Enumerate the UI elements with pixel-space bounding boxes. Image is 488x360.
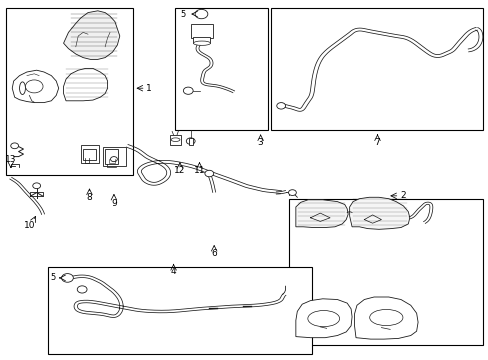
Bar xyxy=(190,24,212,38)
Circle shape xyxy=(204,170,213,177)
Circle shape xyxy=(11,143,19,149)
Text: 2: 2 xyxy=(399,192,405,200)
Text: 1: 1 xyxy=(146,84,152,93)
Bar xyxy=(289,199,482,345)
Bar xyxy=(48,267,311,354)
Polygon shape xyxy=(349,197,409,229)
Text: 11: 11 xyxy=(193,166,205,175)
Text: 8: 8 xyxy=(86,193,92,202)
Circle shape xyxy=(288,190,296,195)
Text: 7: 7 xyxy=(374,138,380,147)
Bar xyxy=(81,145,99,163)
Circle shape xyxy=(61,274,73,282)
Polygon shape xyxy=(354,297,417,339)
Bar xyxy=(83,149,96,160)
Polygon shape xyxy=(295,200,347,228)
Ellipse shape xyxy=(171,138,180,141)
Bar xyxy=(271,8,482,130)
Text: 4: 4 xyxy=(170,267,176,276)
Text: 13: 13 xyxy=(5,155,17,164)
Circle shape xyxy=(183,87,193,94)
Bar xyxy=(170,135,181,145)
Circle shape xyxy=(195,9,207,19)
Circle shape xyxy=(77,286,87,293)
Bar xyxy=(6,8,133,175)
Polygon shape xyxy=(295,299,351,338)
Ellipse shape xyxy=(193,41,210,45)
Polygon shape xyxy=(63,11,120,59)
Circle shape xyxy=(33,183,41,189)
Text: 3: 3 xyxy=(257,139,263,148)
Circle shape xyxy=(186,138,195,144)
Bar xyxy=(175,8,267,130)
Bar xyxy=(102,147,126,166)
Bar xyxy=(188,138,193,145)
Polygon shape xyxy=(63,68,107,101)
Circle shape xyxy=(25,80,43,93)
Text: 5: 5 xyxy=(50,274,55,282)
Bar xyxy=(104,149,118,164)
Ellipse shape xyxy=(369,310,402,325)
Text: 9: 9 xyxy=(111,199,117,207)
Polygon shape xyxy=(12,70,59,103)
Ellipse shape xyxy=(20,82,25,95)
Text: 12: 12 xyxy=(174,166,185,175)
Circle shape xyxy=(276,103,285,109)
Text: 10: 10 xyxy=(23,221,35,230)
Text: 5: 5 xyxy=(181,10,185,19)
Text: 6: 6 xyxy=(211,249,217,258)
Bar xyxy=(193,37,210,43)
Circle shape xyxy=(110,157,117,162)
Ellipse shape xyxy=(307,310,339,327)
